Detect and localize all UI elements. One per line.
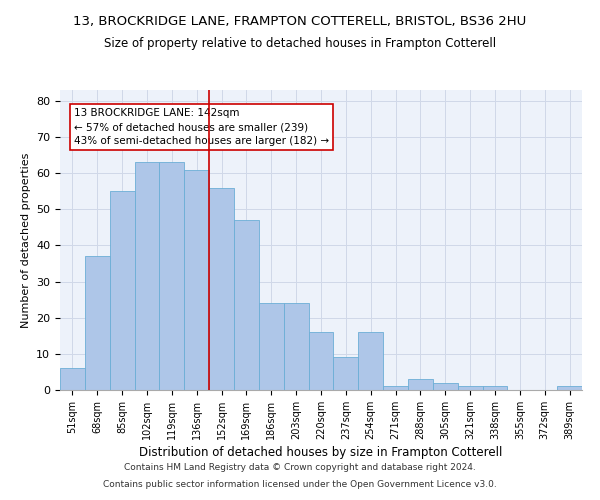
Text: 13, BROCKRIDGE LANE, FRAMPTON COTTERELL, BRISTOL, BS36 2HU: 13, BROCKRIDGE LANE, FRAMPTON COTTERELL,… [73,15,527,28]
Bar [259,304,284,390]
Bar [433,383,458,390]
Bar [160,162,184,390]
Bar [110,191,134,390]
X-axis label: Distribution of detached houses by size in Frampton Cotterell: Distribution of detached houses by size … [139,446,503,459]
Bar [383,386,408,390]
Bar [482,386,508,390]
Bar [85,256,110,390]
Bar [134,162,160,390]
Text: 13 BROCKRIDGE LANE: 142sqm
← 57% of detached houses are smaller (239)
43% of sem: 13 BROCKRIDGE LANE: 142sqm ← 57% of deta… [74,108,329,146]
Bar [308,332,334,390]
Text: Contains public sector information licensed under the Open Government Licence v3: Contains public sector information licen… [103,480,497,489]
Bar [408,379,433,390]
Bar [358,332,383,390]
Bar [209,188,234,390]
Bar [334,358,358,390]
Text: Size of property relative to detached houses in Frampton Cotterell: Size of property relative to detached ho… [104,38,496,51]
Bar [234,220,259,390]
Bar [557,386,582,390]
Bar [60,368,85,390]
Y-axis label: Number of detached properties: Number of detached properties [20,152,31,328]
Bar [284,304,308,390]
Text: Contains HM Land Registry data © Crown copyright and database right 2024.: Contains HM Land Registry data © Crown c… [124,464,476,472]
Bar [458,386,482,390]
Bar [184,170,209,390]
